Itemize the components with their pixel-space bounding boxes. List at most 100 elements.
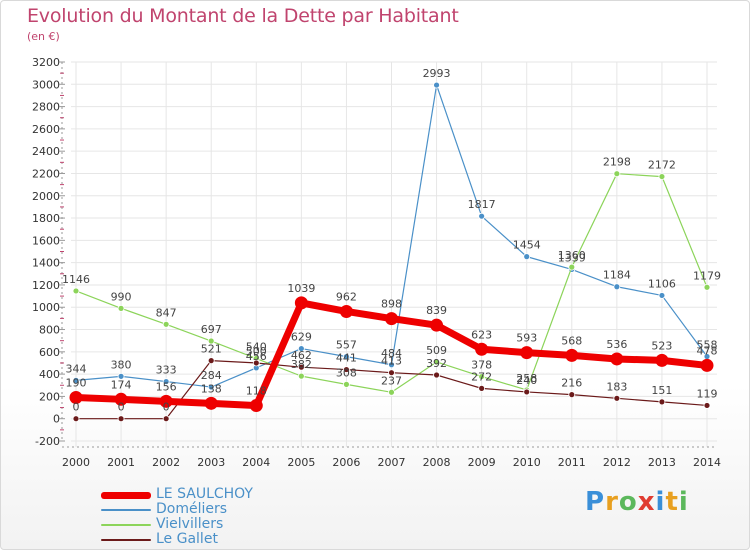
legend-label: LE SAULCHOY xyxy=(156,486,253,502)
y-tick-label: 400 xyxy=(39,368,60,381)
data-label: 456 xyxy=(246,350,267,363)
data-label: 151 xyxy=(651,384,672,397)
data-point xyxy=(204,396,218,410)
data-label: 500 xyxy=(246,345,267,358)
y-tick-label: 600 xyxy=(39,346,60,359)
data-label: 258 xyxy=(516,372,537,385)
data-point xyxy=(343,366,350,373)
data-point xyxy=(294,296,308,310)
x-tick-label: 2014 xyxy=(693,456,721,469)
data-point xyxy=(117,415,125,423)
grid-layer xyxy=(71,61,717,447)
data-label: 558 xyxy=(697,339,718,352)
data-label: 0 xyxy=(73,401,80,414)
data-label: 623 xyxy=(471,328,492,341)
data-label: 1360 xyxy=(558,249,586,262)
data-point xyxy=(72,415,80,423)
data-label: 1106 xyxy=(648,277,676,290)
data-label: 462 xyxy=(291,349,312,362)
y-tick-label: 2000 xyxy=(32,190,60,203)
data-label: 190 xyxy=(66,377,87,390)
data-label: 344 xyxy=(66,362,87,375)
data-label: 380 xyxy=(111,358,132,371)
data-label: 593 xyxy=(516,332,537,345)
data-point xyxy=(568,391,576,399)
data-point xyxy=(430,318,444,332)
data-label: 240 xyxy=(516,374,537,387)
data-label: 536 xyxy=(606,338,627,351)
data-point xyxy=(297,345,305,352)
data-point xyxy=(703,283,711,291)
data-point xyxy=(343,353,350,361)
data-label: 629 xyxy=(291,331,312,344)
x-tick-label: 2010 xyxy=(513,456,541,469)
y-tick-label: 3000 xyxy=(32,78,60,91)
x-tick-label: 2009 xyxy=(468,456,496,469)
y-tick-label: 0 xyxy=(53,413,60,426)
data-point xyxy=(568,263,576,271)
data-label: 1179 xyxy=(693,269,721,282)
x-tick-label: 2000 xyxy=(62,456,90,469)
chart-title: Evolution du Montant de la Dette par Hab… xyxy=(27,5,459,27)
data-point xyxy=(297,372,305,380)
data-point xyxy=(523,253,531,261)
data-point xyxy=(610,352,624,366)
data-point xyxy=(162,320,170,328)
data-label: 156 xyxy=(156,380,177,393)
y-tick-label: 2200 xyxy=(32,167,60,180)
data-point xyxy=(72,287,80,295)
data-label: 0 xyxy=(163,401,170,414)
data-label: 183 xyxy=(606,380,627,393)
x-tick-label: 2001 xyxy=(107,456,135,469)
y-tick-label: 800 xyxy=(39,324,60,337)
data-label: 484 xyxy=(381,347,402,360)
data-point xyxy=(249,399,263,413)
legend-label: Vielvillers xyxy=(156,516,224,532)
logo-letter: x xyxy=(637,487,656,517)
x-tick-label: 2013 xyxy=(648,456,676,469)
x-tick-label: 2011 xyxy=(558,456,586,469)
data-label: 521 xyxy=(201,343,222,356)
y-tick-label: 200 xyxy=(39,390,60,403)
data-label: 557 xyxy=(336,339,357,352)
data-point xyxy=(613,170,621,178)
data-point xyxy=(658,398,666,406)
data-label: 568 xyxy=(561,334,582,347)
data-point xyxy=(72,376,80,384)
data-label: 1339 xyxy=(558,251,586,264)
data-point xyxy=(207,357,215,365)
y-tick-label: 1600 xyxy=(32,234,60,247)
axis-layer: -200020040060080010001200140016001800200… xyxy=(32,56,721,469)
chart-subtitle: (en €) xyxy=(27,30,60,43)
data-label: 382 xyxy=(291,358,312,371)
data-label: 2993 xyxy=(423,67,451,80)
logo-letter: o xyxy=(618,487,638,517)
data-point xyxy=(388,369,395,377)
logo-letter: P xyxy=(585,487,606,517)
data-point xyxy=(207,383,215,391)
data-label: 333 xyxy=(156,364,177,377)
y-tick-label: 1800 xyxy=(32,212,60,225)
data-point xyxy=(339,304,353,318)
x-tick-label: 2003 xyxy=(197,456,225,469)
y-tick-label: 1000 xyxy=(32,301,60,314)
data-point xyxy=(613,394,621,402)
data-label: 378 xyxy=(471,359,492,372)
data-label: 847 xyxy=(156,306,177,319)
data-label: 509 xyxy=(426,344,447,357)
data-label: 138 xyxy=(201,382,222,395)
y-tick-label: 1400 xyxy=(32,257,60,270)
data-label: 839 xyxy=(426,304,447,317)
data-label: 413 xyxy=(381,355,402,368)
legend-swatch xyxy=(101,539,151,541)
legend-swatch xyxy=(101,491,151,499)
series-layer xyxy=(69,81,714,423)
data-point xyxy=(162,415,170,423)
data-point xyxy=(162,378,170,385)
x-tick-label: 2006 xyxy=(332,456,360,469)
data-point xyxy=(159,394,173,408)
data-label: 540 xyxy=(246,341,267,354)
data-label: 990 xyxy=(111,290,132,303)
